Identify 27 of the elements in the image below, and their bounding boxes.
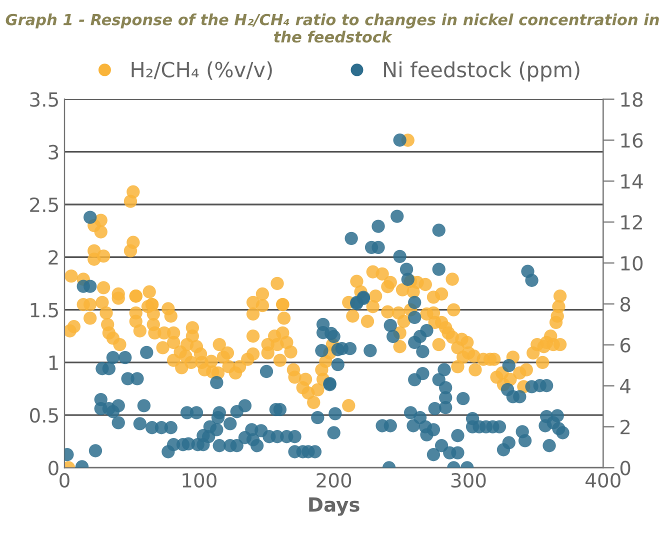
x-tick-label: 400 xyxy=(586,472,620,488)
y2-tick-label: 16 xyxy=(621,133,643,148)
y-tick-label: 3.5 xyxy=(30,92,58,107)
y2-tick-label: 18 xyxy=(621,92,643,107)
y2-tick-label: 6 xyxy=(620,338,630,353)
y-tick-label: 2.5 xyxy=(30,197,58,212)
y2-tick-label: 0 xyxy=(620,460,630,476)
y2-tick-label: 8 xyxy=(620,296,630,312)
y-tick-label: 1 xyxy=(49,356,58,370)
y-tick-label: 0 xyxy=(48,460,58,476)
y-tick-label: 2 xyxy=(48,250,58,265)
x-tick-label: 100 xyxy=(182,472,216,488)
x-tick-label: 0 xyxy=(60,472,70,488)
y2-tick-label: 12 xyxy=(621,214,642,230)
y-tick-label: 0.5 xyxy=(30,408,58,423)
y-tick-label: 1.5 xyxy=(30,303,58,318)
legend-label: H₂/CH₄ (%v/v) xyxy=(132,61,272,80)
x-axis-title: Days xyxy=(309,497,360,516)
x-tick-label: 200 xyxy=(316,472,352,488)
y2-tick-label: 2 xyxy=(620,420,630,434)
legend-label: Ni feedstock (ppm) xyxy=(384,61,580,82)
y2-tick-label: 10 xyxy=(621,256,643,271)
chart-title: Graph 1 - Response of the H₂/CH₄ ratio to changes in nickel concentration in the feedstock xyxy=(6,14,659,43)
y2-tick-label: 4 xyxy=(620,379,630,394)
y2-tick-label: 14 xyxy=(621,174,643,188)
y-tick-label: 3 xyxy=(48,144,58,160)
x-tick-label: 300 xyxy=(451,472,486,488)
